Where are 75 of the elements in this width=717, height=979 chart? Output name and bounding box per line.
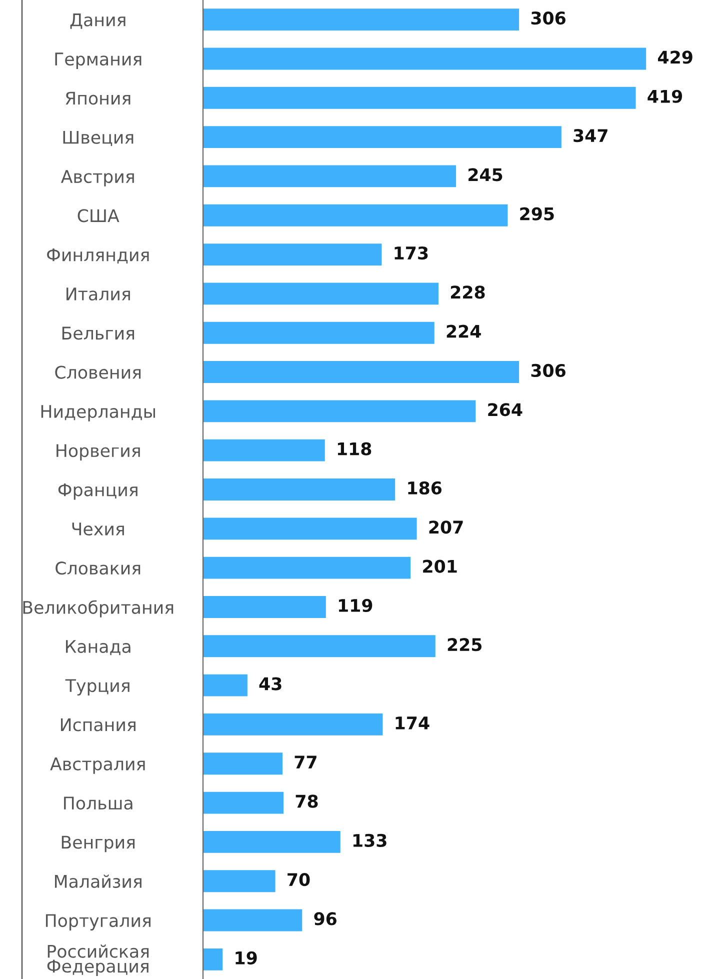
data-label: 96 <box>314 912 336 926</box>
y-tick-label: Франция <box>58 483 138 500</box>
y-tick-label: Великобритания <box>23 600 174 618</box>
data-label: 19 <box>236 951 257 964</box>
bar <box>203 165 456 188</box>
y-tick-label: Малайзия <box>55 874 142 888</box>
bar <box>203 713 383 736</box>
y-tick-label: Германия <box>55 52 142 69</box>
y-tick-label: США <box>78 209 120 222</box>
bar <box>203 870 276 892</box>
data-label: 306 <box>531 11 566 25</box>
bar <box>203 556 411 579</box>
y-tick-label: Португалия <box>46 914 150 930</box>
data-label: 225 <box>448 638 482 652</box>
bar <box>203 909 302 932</box>
y-tick-label: Бельгия <box>62 326 134 340</box>
bar <box>203 400 476 422</box>
y-tick-label: Словакия <box>56 562 140 575</box>
data-label: 224 <box>446 324 481 338</box>
bar <box>203 361 520 383</box>
data-label: 207 <box>429 520 463 534</box>
data-label: 118 <box>338 442 372 456</box>
data-label: 70 <box>288 873 310 886</box>
bar <box>203 674 248 696</box>
y-tick-label: Чехия <box>72 522 124 536</box>
data-label: 174 <box>396 716 430 730</box>
y-tick-label: Дания <box>70 14 126 29</box>
bar <box>203 439 325 462</box>
bar <box>203 244 382 266</box>
bar <box>203 322 434 344</box>
y-tick-label: Япония <box>66 92 130 105</box>
data-label: 419 <box>648 90 682 103</box>
bar <box>203 635 436 658</box>
data-label: 119 <box>338 598 372 612</box>
bar <box>203 830 340 853</box>
y-tick-label: Испания <box>61 718 136 732</box>
data-label: 295 <box>520 207 554 220</box>
bar <box>203 518 417 540</box>
y-tick-label: Финляндия <box>47 248 149 264</box>
data-label: 429 <box>658 50 692 64</box>
data-label: 306 <box>531 364 566 378</box>
y-tick-label: Австрия <box>60 170 134 186</box>
data-label: 186 <box>408 481 442 495</box>
data-label: 201 <box>423 560 457 573</box>
data-label: 77 <box>294 756 316 768</box>
y-tick-label: Италия <box>66 288 130 301</box>
y-tick-label: Норвегия <box>56 444 140 461</box>
bar <box>203 948 223 970</box>
data-label: 133 <box>353 834 386 847</box>
y-tick-label: Венгрия <box>62 836 135 852</box>
y-tick-label: Турция <box>65 679 130 696</box>
bar <box>203 478 396 500</box>
bar <box>203 792 284 814</box>
data-label: 43 <box>259 677 282 690</box>
bar <box>203 8 520 31</box>
data-label: 347 <box>574 128 608 142</box>
data-label: 173 <box>394 246 428 260</box>
data-label: 264 <box>488 403 522 416</box>
bar <box>203 126 562 148</box>
data-label: 78 <box>296 794 318 808</box>
bar <box>203 752 283 775</box>
y-tick-label: Австралия <box>50 758 145 774</box>
bar <box>203 282 438 305</box>
y-tick-label: Швеция <box>63 131 134 146</box>
y-tick-label: Российская Федерация <box>47 944 149 976</box>
bar <box>203 86 636 109</box>
y-tick-label: Польша <box>64 796 132 810</box>
bar <box>203 596 326 618</box>
bar <box>203 204 508 226</box>
data-label: 245 <box>468 168 502 182</box>
data-label: 228 <box>450 286 485 299</box>
bar <box>203 48 646 70</box>
y-tick-label: Канада <box>66 640 130 656</box>
y-tick-label: Нидерланды <box>41 405 155 422</box>
y-tick-label: Словения <box>55 366 141 379</box>
